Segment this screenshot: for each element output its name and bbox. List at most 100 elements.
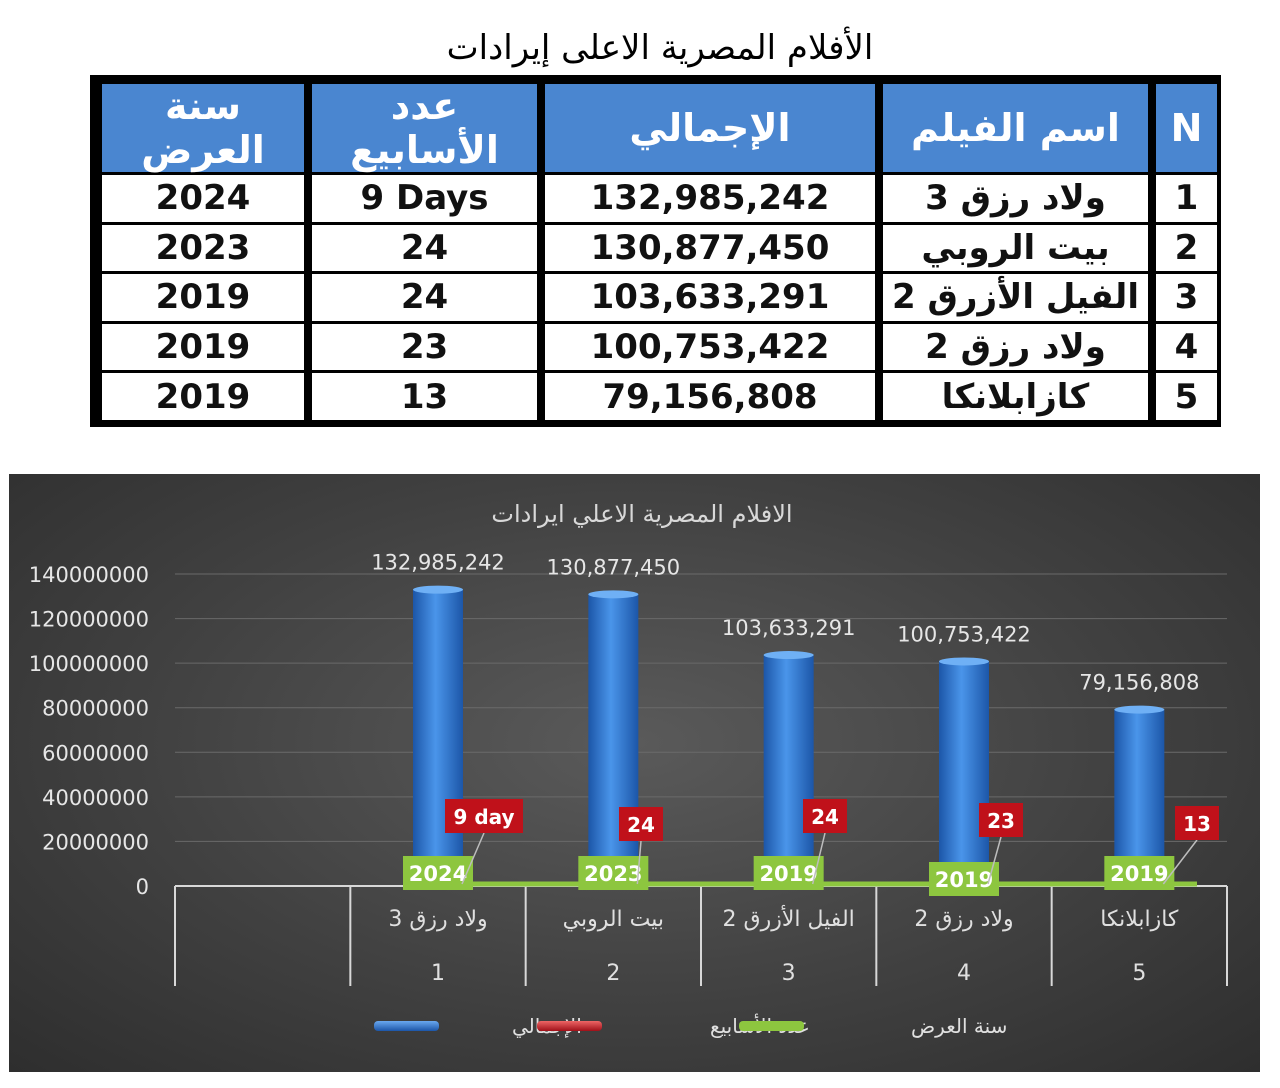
revenue-table-frame: سنة العرض عدد الأسابيع الإجمالي اسم الفي… xyxy=(90,75,1221,427)
cell-year: 2019 xyxy=(102,373,304,420)
bar-cap xyxy=(413,585,463,594)
year-label: 2024 xyxy=(409,862,467,886)
cell-n: 4 xyxy=(1156,323,1217,371)
year-label-box xyxy=(403,856,473,890)
cell-year: 2019 xyxy=(102,323,304,371)
bar-total xyxy=(939,661,989,886)
bar-cap xyxy=(1114,705,1165,714)
cell-year: 2019 xyxy=(102,274,304,321)
year-label-box xyxy=(578,856,649,890)
weeks-label-box xyxy=(979,803,1023,837)
weeks-leader-line xyxy=(811,832,826,885)
table-row: 2019 13 79,156,808 كازابلانكا 5 xyxy=(102,373,1217,420)
cell-total: 100,753,422 xyxy=(545,323,875,371)
year-label-box xyxy=(753,856,824,890)
y-tick-label: 0 xyxy=(136,875,149,899)
y-tick-label: 80000000 xyxy=(42,697,149,721)
table-row: 2023 24 130,877,450 بيت الروبي 2 xyxy=(102,224,1217,272)
bar-value-label: 79,156,808 xyxy=(1079,671,1199,695)
weeks-label: 13 xyxy=(1183,812,1211,836)
header-year: سنة العرض xyxy=(102,84,304,172)
year-label: 2019 xyxy=(1110,862,1168,886)
bar-total xyxy=(763,655,814,886)
x-category-label: ولاد رزق 2 xyxy=(914,907,1013,932)
cell-weeks: 9 Days xyxy=(312,175,537,222)
cell-year: 2024 xyxy=(102,175,304,222)
weeks-label-box xyxy=(445,799,523,833)
y-tick-label: 20000000 xyxy=(42,830,149,854)
year-label: 2019 xyxy=(935,868,993,892)
x-category-label: الفيل الأزرق 2 xyxy=(723,905,855,932)
weeks-label: 23 xyxy=(987,809,1015,833)
table-row: 2019 23 100,753,422 ولاد رزق 2 4 xyxy=(102,323,1217,371)
bar-value-label: 130,877,450 xyxy=(547,555,681,579)
year-label-box xyxy=(929,862,999,896)
table-row: 2024 9 Days 132,985,242 ولاد رزق 3 1 xyxy=(102,175,1217,222)
y-tick-label: 40000000 xyxy=(42,786,149,810)
cell-total: 79,156,808 xyxy=(545,373,875,420)
header-n: N xyxy=(1156,84,1217,172)
year-label: 2023 xyxy=(584,862,642,886)
table-header-row: سنة العرض عدد الأسابيع الإجمالي اسم الفي… xyxy=(102,84,1217,172)
table-title: الأفلام المصرية الاعلى إيرادات xyxy=(446,28,874,68)
cell-year: 2023 xyxy=(102,224,304,272)
y-tick-label: 140000000 xyxy=(29,563,149,587)
table-row: 2019 24 103,633,291 الفيل الأزرق 2 3 xyxy=(102,274,1217,321)
revenue-chart: الافلام المصرية الاعلي ايرادات 0 20000000 4… xyxy=(29,500,1228,1039)
cell-total: 132,985,242 xyxy=(545,175,875,222)
cell-weeks: 13 xyxy=(312,373,537,420)
y-tick-label: 100000000 xyxy=(29,652,149,676)
bar-cap xyxy=(939,657,989,666)
chart-title: الافلام المصرية الاعلي ايرادات xyxy=(491,500,792,528)
cell-film-name: كازابلانكا xyxy=(883,373,1148,420)
bar-value-label: 103,633,291 xyxy=(722,616,856,640)
header-film-name: اسم الفيلم xyxy=(883,84,1148,172)
weeks-label-box xyxy=(1175,806,1219,840)
cell-weeks: 24 xyxy=(312,224,537,272)
cell-n: 3 xyxy=(1156,274,1217,321)
weeks-leader-line xyxy=(636,840,642,885)
bar-value-label: 132,985,242 xyxy=(371,551,505,575)
weeks-label-box xyxy=(619,807,663,841)
cell-film-name: الفيل الأزرق 2 xyxy=(883,274,1148,321)
weeks-leader-line xyxy=(987,836,1002,885)
y-tick-label: 60000000 xyxy=(42,741,149,765)
cell-film-name: ولاد رزق 2 xyxy=(883,323,1148,371)
bar-cap xyxy=(588,590,639,599)
year-label-box xyxy=(1104,856,1175,890)
bar-total xyxy=(588,594,639,886)
cell-n: 5 xyxy=(1156,373,1217,420)
chart-panel: الافلام المصرية الاعلي ايرادات 0 20000000 4… xyxy=(9,474,1260,1072)
cell-n: 1 xyxy=(1156,175,1217,222)
year-label: 2019 xyxy=(759,862,817,886)
x-category-index: 1 xyxy=(431,961,445,986)
x-category-index: 2 xyxy=(606,961,620,986)
header-weeks: عدد الأسابيع xyxy=(312,84,537,172)
cell-n: 2 xyxy=(1156,224,1217,272)
header-total: الإجمالي xyxy=(545,84,875,172)
weeks-label: 9 day xyxy=(453,805,514,829)
x-category-label: بيت الروبي xyxy=(563,907,664,932)
revenue-table: سنة العرض عدد الأسابيع الإجمالي اسم الفي… xyxy=(94,81,1225,423)
x-category-index: 3 xyxy=(782,961,796,986)
bar-value-label: 100,753,422 xyxy=(897,622,1031,646)
cell-weeks: 23 xyxy=(312,323,537,371)
bar-total xyxy=(413,589,463,886)
x-category-label: كازابلانكا xyxy=(1100,907,1179,932)
weeks-label: 24 xyxy=(627,813,655,837)
weeks-leader-line xyxy=(1162,839,1198,885)
x-category-label: ولاد رزق 3 xyxy=(388,907,487,932)
y-tick-label: 120000000 xyxy=(29,608,149,632)
x-category-index: 4 xyxy=(957,961,971,986)
cell-film-name: بيت الروبي xyxy=(883,224,1148,272)
legend-swatch xyxy=(537,1021,602,1031)
weeks-label: 24 xyxy=(811,805,839,829)
legend-label: سنة العرض xyxy=(911,1014,1007,1038)
cell-weeks: 24 xyxy=(312,274,537,321)
weeks-leader-line xyxy=(461,832,485,885)
cell-film-name: ولاد رزق 3 xyxy=(883,175,1148,222)
legend-swatch xyxy=(739,1021,804,1031)
x-category-index: 5 xyxy=(1132,961,1146,986)
weeks-label-box xyxy=(803,799,847,833)
cell-total: 130,877,450 xyxy=(545,224,875,272)
